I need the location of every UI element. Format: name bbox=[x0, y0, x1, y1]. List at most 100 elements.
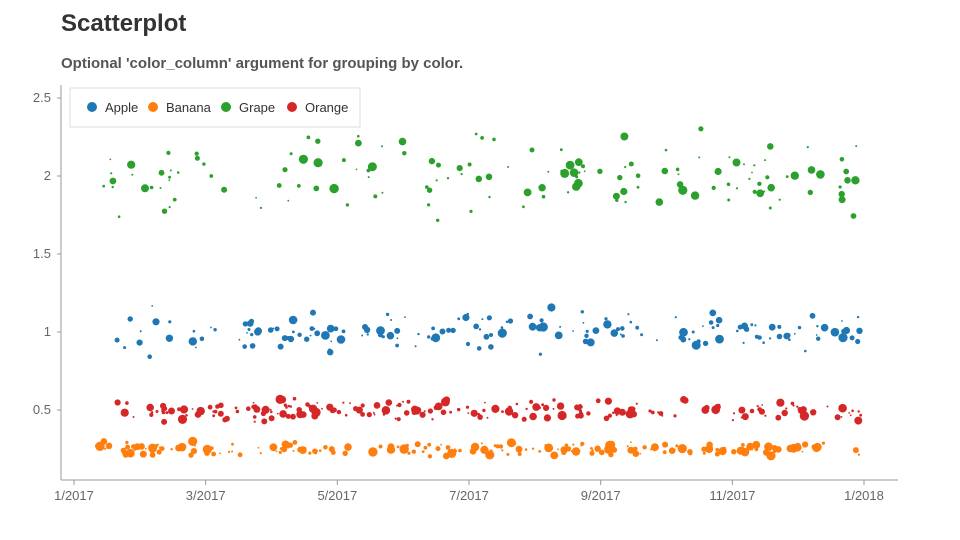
point-orange bbox=[382, 413, 386, 416]
point-orange bbox=[311, 407, 321, 417]
point-apple bbox=[277, 343, 284, 350]
point-banana bbox=[544, 444, 547, 447]
point-banana bbox=[423, 445, 428, 450]
point-apple bbox=[114, 337, 120, 343]
point-apple bbox=[390, 319, 393, 321]
point-banana bbox=[269, 443, 278, 452]
point-banana bbox=[125, 444, 131, 450]
point-grape bbox=[425, 185, 429, 189]
point-apple bbox=[199, 336, 205, 342]
point-apple bbox=[820, 323, 829, 332]
point-orange bbox=[764, 414, 767, 417]
point-banana bbox=[501, 449, 504, 452]
point-banana bbox=[531, 447, 535, 450]
point-banana bbox=[330, 450, 336, 455]
point-apple bbox=[582, 321, 585, 324]
point-orange bbox=[177, 407, 181, 412]
point-apple bbox=[478, 328, 482, 331]
point-grape bbox=[751, 171, 753, 174]
point-apple bbox=[242, 321, 249, 327]
point-banana bbox=[421, 450, 425, 453]
x-tick-label: 7/2017 bbox=[449, 488, 489, 503]
point-banana bbox=[470, 442, 480, 452]
point-orange bbox=[756, 405, 759, 408]
point-apple bbox=[830, 327, 840, 337]
chart-subtitle: Optional 'color_column' argument for gro… bbox=[61, 55, 464, 72]
point-banana bbox=[715, 447, 719, 452]
point-banana bbox=[303, 447, 307, 451]
point-grape bbox=[460, 173, 463, 176]
legend-label-orange[interactable]: Orange bbox=[305, 100, 348, 115]
point-apple bbox=[431, 326, 435, 331]
point-apple bbox=[604, 317, 608, 321]
y-tick-label: 1.5 bbox=[33, 246, 51, 261]
point-grape bbox=[785, 175, 789, 179]
point-banana bbox=[344, 443, 352, 451]
legend-label-apple[interactable]: Apple bbox=[105, 100, 138, 115]
point-banana bbox=[368, 447, 378, 457]
point-grape bbox=[127, 160, 136, 169]
point-banana bbox=[378, 444, 383, 449]
point-orange bbox=[552, 398, 556, 402]
point-apple bbox=[804, 349, 807, 353]
point-orange bbox=[155, 410, 159, 413]
legend-label-banana[interactable]: Banana bbox=[166, 100, 212, 115]
point-grape bbox=[714, 167, 722, 176]
point-grape bbox=[488, 195, 491, 199]
point-banana bbox=[668, 447, 676, 455]
point-apple bbox=[465, 341, 471, 347]
point-banana bbox=[194, 445, 196, 447]
point-orange bbox=[349, 402, 351, 405]
point-grape bbox=[541, 194, 546, 199]
point-banana bbox=[231, 442, 234, 446]
point-grape bbox=[298, 154, 308, 164]
point-grape bbox=[735, 187, 739, 190]
point-apple bbox=[816, 325, 819, 328]
y-tick-label: 0.5 bbox=[33, 402, 51, 417]
point-orange bbox=[449, 410, 452, 414]
point-grape bbox=[768, 206, 772, 210]
point-grape bbox=[159, 187, 162, 189]
point-grape bbox=[341, 158, 346, 163]
point-orange bbox=[397, 402, 402, 408]
point-apple bbox=[655, 339, 658, 342]
point-banana bbox=[442, 452, 450, 460]
legend-label-grape[interactable]: Grape bbox=[239, 100, 275, 115]
point-apple bbox=[538, 352, 543, 356]
point-grape bbox=[169, 169, 172, 172]
point-banana bbox=[498, 444, 504, 449]
point-orange bbox=[235, 409, 240, 414]
point-grape bbox=[752, 189, 757, 194]
point-grape bbox=[547, 170, 550, 173]
point-banana bbox=[218, 452, 221, 455]
point-grape bbox=[569, 168, 579, 177]
point-apple bbox=[715, 334, 724, 344]
point-apple bbox=[404, 316, 406, 318]
point-grape bbox=[711, 185, 716, 190]
point-banana bbox=[175, 444, 183, 452]
point-apple bbox=[473, 323, 480, 330]
point-apple bbox=[386, 331, 395, 340]
point-grape bbox=[194, 155, 200, 161]
point-apple bbox=[431, 333, 441, 343]
point-banana bbox=[227, 450, 231, 454]
point-orange bbox=[278, 395, 287, 404]
point-banana bbox=[180, 448, 184, 452]
point-grape bbox=[202, 162, 206, 166]
point-banana bbox=[852, 447, 859, 454]
point-apple bbox=[151, 305, 154, 307]
point-grape bbox=[838, 196, 846, 204]
point-banana bbox=[786, 444, 795, 453]
point-apple bbox=[619, 333, 622, 336]
point-orange bbox=[292, 396, 297, 401]
point-apple bbox=[603, 320, 612, 329]
point-orange bbox=[477, 414, 483, 420]
point-orange bbox=[586, 411, 591, 416]
point-banana bbox=[107, 443, 111, 448]
point-orange bbox=[525, 407, 528, 411]
point-grape bbox=[446, 177, 450, 180]
point-banana bbox=[149, 449, 153, 453]
point-apple bbox=[785, 332, 791, 339]
point-grape bbox=[624, 200, 627, 204]
point-orange bbox=[308, 404, 313, 409]
